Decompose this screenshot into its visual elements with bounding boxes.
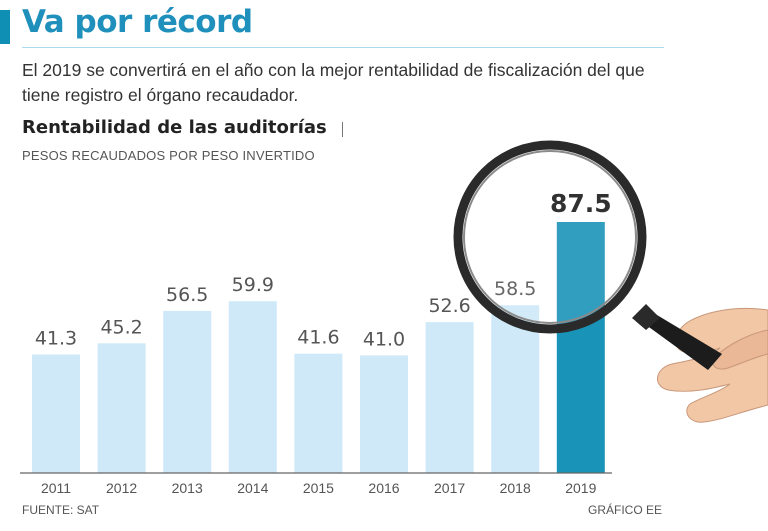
- x-tick-2011: 2011: [41, 480, 71, 496]
- data-label-2017: 52.6: [428, 295, 470, 317]
- bar-2018: [491, 305, 540, 473]
- x-tick-2015: 2015: [303, 480, 334, 496]
- glass-neck: [632, 304, 660, 330]
- thumb-shape: [712, 329, 768, 370]
- graphic-credit: GRÁFICO EE: [588, 503, 663, 517]
- data-label-2013: 56.5: [166, 284, 208, 306]
- bar-2015: [294, 353, 343, 473]
- bar-2014: [228, 301, 277, 473]
- bars-layer: [32, 222, 605, 473]
- glass-lens: [453, 140, 647, 334]
- x-tick-2018: 2018: [500, 480, 531, 496]
- x-tick-2019: 2019: [565, 480, 596, 496]
- x-tick-2014: 2014: [237, 480, 268, 496]
- bar-2017: [425, 322, 474, 473]
- glass-highlight: [486, 158, 541, 192]
- glass-lens-rim: [463, 150, 637, 324]
- bar-2016: [360, 355, 408, 473]
- data-label-2012: 45.2: [100, 316, 142, 338]
- data-label-2015: 41.6: [297, 327, 339, 349]
- data-label-2019: 87.5: [550, 189, 612, 218]
- chart-title-separator: [342, 122, 343, 137]
- x-tick-2012: 2012: [106, 480, 137, 496]
- data-label-2016: 41.0: [363, 328, 405, 350]
- title-divider: [22, 47, 664, 48]
- bar-2011: [32, 354, 80, 473]
- page-title: Va por récord: [22, 4, 253, 40]
- data-label-2018: 58.5: [494, 278, 536, 300]
- title-accent-bar: [0, 10, 10, 44]
- magnifying-glass-hand-icon: [453, 140, 768, 423]
- x-tick-2013: 2013: [172, 480, 203, 496]
- bar-2019: [556, 222, 605, 473]
- data-label-2014: 59.9: [232, 274, 274, 296]
- source-note: FUENTE: SAT: [22, 503, 100, 517]
- labels-layer: 41.3 45.2 56.5 59.9 41.6 41.0 52.6 58.5 87.5: [35, 189, 612, 350]
- glass-handle: [642, 312, 722, 370]
- x-tick-2017: 2017: [434, 480, 465, 496]
- page-subtitle: El 2019 se convertirá en el año con la m…: [22, 60, 645, 105]
- data-label-2011: 41.3: [35, 328, 77, 350]
- bar-2013: [163, 310, 212, 473]
- chart-title: Rentabilidad de las auditorías: [22, 117, 327, 138]
- x-tick-2016: 2016: [368, 480, 399, 496]
- chart-subtitle: PESOS RECAUDADOS POR PESO INVERTIDO: [22, 148, 315, 163]
- bar-2012: [97, 343, 146, 473]
- x-ticks-layer: 2011 2012 2013 2014 2015 2016 2017 2018 2019: [41, 480, 597, 496]
